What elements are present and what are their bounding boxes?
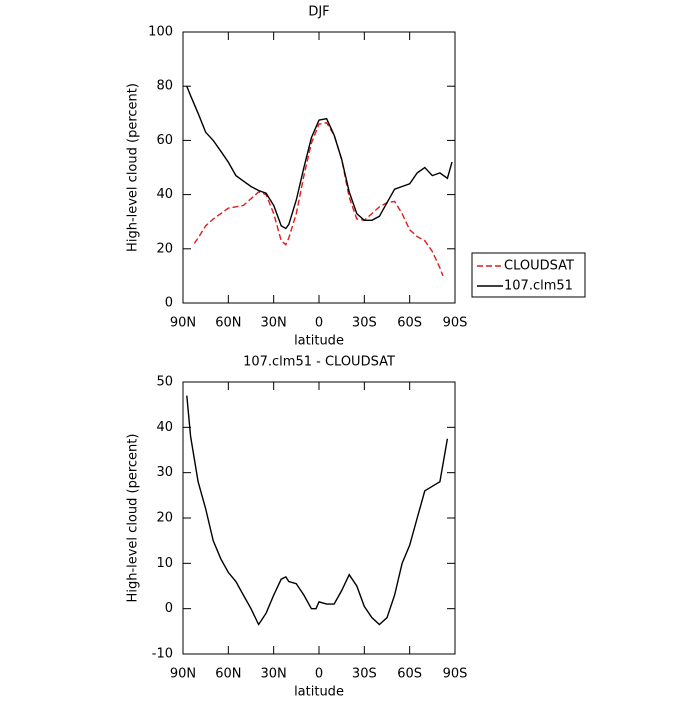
x-tick-label: 90S [443,667,468,682]
legend-box [471,252,586,298]
x-axis-label: latitude [294,334,344,349]
data-line [186,85,453,230]
data-line [186,395,449,626]
x-tick-label: 60S [397,316,422,331]
x-tick-label: 90S [443,316,468,331]
y-tick-label: 50 [156,375,173,390]
x-tick-label: 60N [215,667,241,682]
x-tick-label: 90N [170,316,196,331]
y-tick-label: 10 [156,556,173,571]
x-tick-label: 30S [352,316,377,331]
y-tick-label: 30 [156,465,173,480]
y-tick-label: 60 [156,133,173,148]
plot-frame [182,381,456,655]
x-tick-label: 90N [170,667,196,682]
data-line [193,122,444,277]
y-axis-label: High-level cloud (percent) [126,83,141,252]
x-tick-label: 0 [315,316,323,331]
y-tick-label: 20 [156,511,173,526]
y-tick-label: 80 [156,79,173,94]
y-tick-label: 100 [148,25,173,40]
x-tick-label: 30N [261,667,287,682]
y-tick-label: 0 [165,601,173,616]
x-tick-label: 60S [397,667,422,682]
x-axis-label: latitude [294,685,344,700]
y-axis-label: High-level cloud (percent) [126,434,141,603]
legend-label: 107.clm51 [504,279,573,294]
legend-label: CLOUDSAT [504,259,574,274]
y-tick-label: 40 [156,420,173,435]
x-tick-label: 30S [352,667,377,682]
chart-title: DJF [308,5,329,20]
y-tick-label: -10 [152,647,173,662]
x-tick-label: 30N [261,316,287,331]
y-tick-label: 20 [156,241,173,256]
y-tick-label: 0 [165,296,173,311]
chart-title: 107.clm51 - CLOUDSAT [243,355,395,370]
plot-frame [182,31,456,304]
x-tick-label: 0 [315,667,323,682]
y-tick-label: 40 [156,187,173,202]
x-tick-label: 60N [215,316,241,331]
